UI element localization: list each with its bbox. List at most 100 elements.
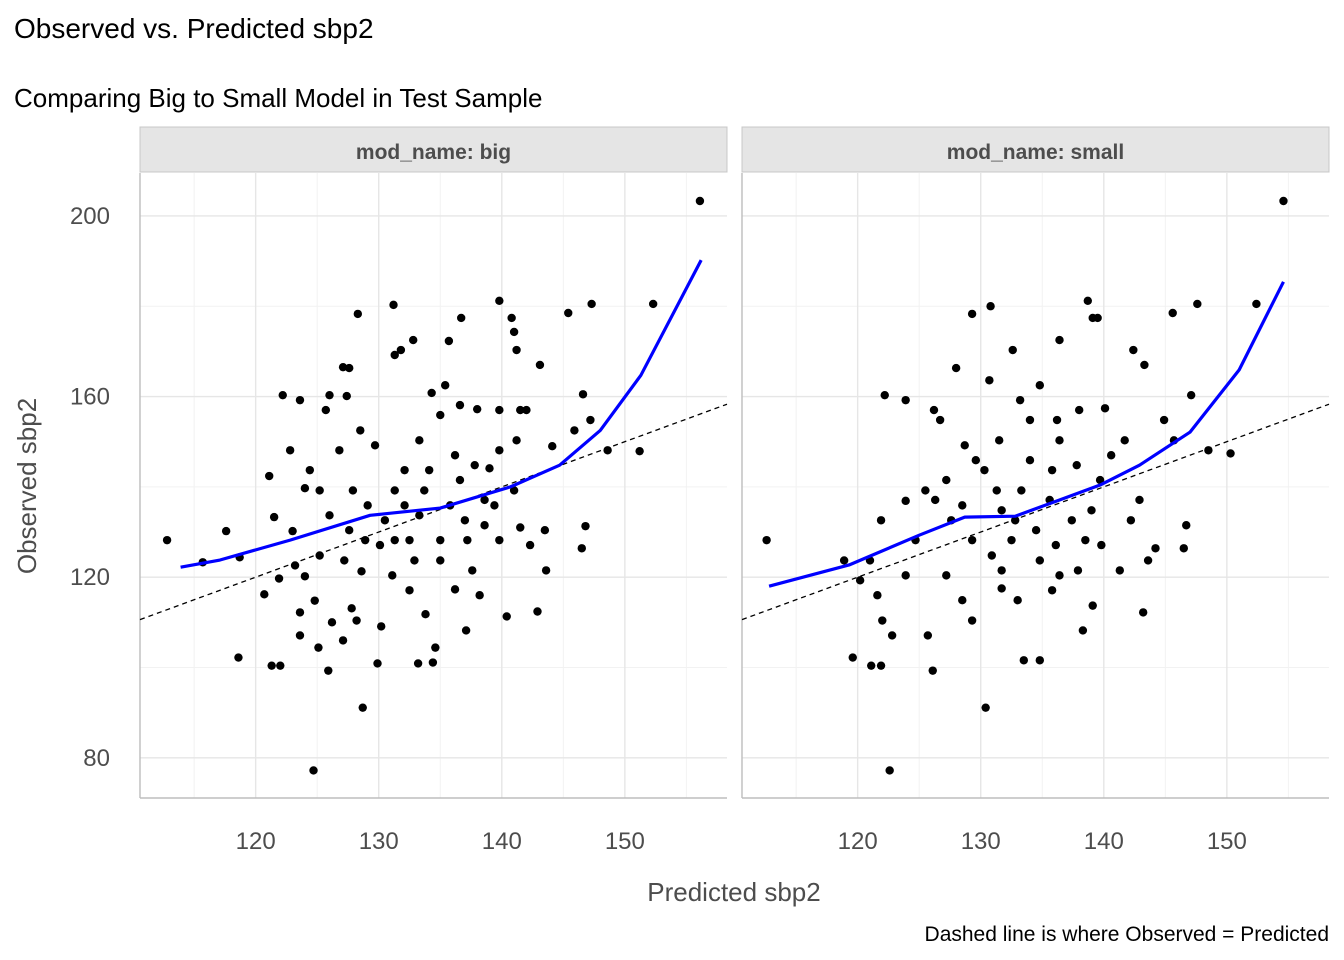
x-tick-label: 150 — [605, 828, 645, 855]
data-point — [1226, 449, 1235, 458]
data-point — [450, 451, 460, 460]
data-point — [162, 535, 172, 545]
data-point — [541, 566, 551, 575]
data-point — [942, 571, 951, 580]
data-point — [1115, 566, 1124, 575]
y-tick-label: 120 — [70, 564, 110, 591]
data-point — [415, 511, 424, 520]
data-point — [570, 426, 579, 435]
data-point — [1035, 381, 1045, 390]
data-point — [424, 465, 434, 475]
y-tick-label: 80 — [83, 745, 110, 772]
data-point — [380, 516, 390, 525]
x-tick-label: 140 — [1084, 828, 1124, 855]
data-point — [1019, 656, 1029, 665]
data-point — [495, 296, 504, 305]
data-point — [960, 441, 969, 450]
data-point — [347, 604, 356, 613]
data-point — [867, 661, 876, 670]
data-point — [285, 446, 295, 455]
data-point — [327, 618, 337, 627]
data-point — [295, 631, 305, 640]
data-point — [509, 486, 519, 495]
data-point — [495, 535, 504, 545]
data-point — [1182, 521, 1191, 530]
chart-title: Observed vs. Predicted sbp2 — [14, 13, 374, 44]
data-point — [522, 405, 531, 415]
data-point — [410, 556, 419, 565]
data-point — [994, 436, 1004, 445]
data-point — [878, 616, 887, 625]
data-point — [1135, 495, 1144, 505]
data-point — [1179, 544, 1188, 553]
data-point — [1279, 196, 1288, 206]
data-point — [315, 486, 324, 495]
data-point — [440, 381, 450, 390]
data-point — [1087, 506, 1096, 515]
data-point — [485, 464, 494, 473]
data-point — [450, 585, 460, 594]
data-point — [923, 631, 933, 640]
data-point — [400, 501, 409, 510]
data-point — [335, 446, 344, 455]
data-point — [1035, 556, 1045, 565]
data-point — [338, 362, 348, 372]
data-point — [1074, 405, 1084, 415]
chart-subtitle: Comparing Big to Small Model in Test Sam… — [14, 83, 542, 113]
data-point — [967, 309, 977, 319]
data-point — [873, 591, 882, 600]
data-point — [516, 405, 525, 415]
data-point — [288, 526, 297, 536]
data-point — [951, 363, 961, 373]
data-point — [1035, 656, 1045, 665]
data-point — [1120, 436, 1129, 445]
data-point — [1051, 540, 1061, 550]
data-point — [274, 574, 284, 583]
data-point — [463, 535, 472, 545]
data-point — [436, 535, 445, 545]
y-tick-label: 200 — [70, 203, 110, 230]
data-point — [436, 410, 445, 420]
data-point — [967, 535, 977, 545]
data-point — [389, 300, 398, 310]
data-point — [357, 567, 366, 576]
data-point — [338, 636, 348, 645]
x-tick-label: 130 — [359, 828, 399, 855]
data-point — [516, 523, 525, 532]
data-point — [348, 486, 358, 495]
data-point — [1010, 516, 1020, 525]
data-point — [405, 586, 414, 595]
data-point — [548, 442, 557, 451]
data-point — [278, 390, 287, 400]
data-point — [460, 516, 470, 525]
y-axis-label: Observed sbp2 — [12, 398, 42, 574]
data-point — [421, 610, 430, 619]
data-point — [269, 512, 279, 522]
data-point — [1100, 404, 1110, 413]
facet-strip-label: mod_name: small — [947, 141, 1124, 164]
data-point — [315, 551, 324, 560]
data-point — [1017, 486, 1026, 495]
data-point — [1168, 308, 1177, 318]
data-point — [525, 540, 535, 550]
data-point — [325, 390, 334, 400]
data-point — [295, 608, 305, 617]
data-point — [901, 395, 910, 405]
data-point — [885, 766, 894, 775]
data-point — [1052, 415, 1062, 425]
data-point — [431, 643, 440, 652]
data-point — [267, 661, 276, 670]
data-point — [420, 486, 429, 495]
data-point — [455, 400, 465, 410]
data-point — [1055, 335, 1064, 345]
data-point — [300, 572, 310, 581]
data-point — [509, 327, 519, 337]
x-tick-label: 140 — [482, 828, 522, 855]
data-point — [1106, 451, 1116, 460]
data-point — [340, 556, 349, 565]
data-point — [305, 465, 315, 475]
data-point — [353, 309, 363, 319]
data-point — [375, 540, 385, 550]
data-point — [490, 501, 499, 510]
data-point — [388, 571, 397, 580]
